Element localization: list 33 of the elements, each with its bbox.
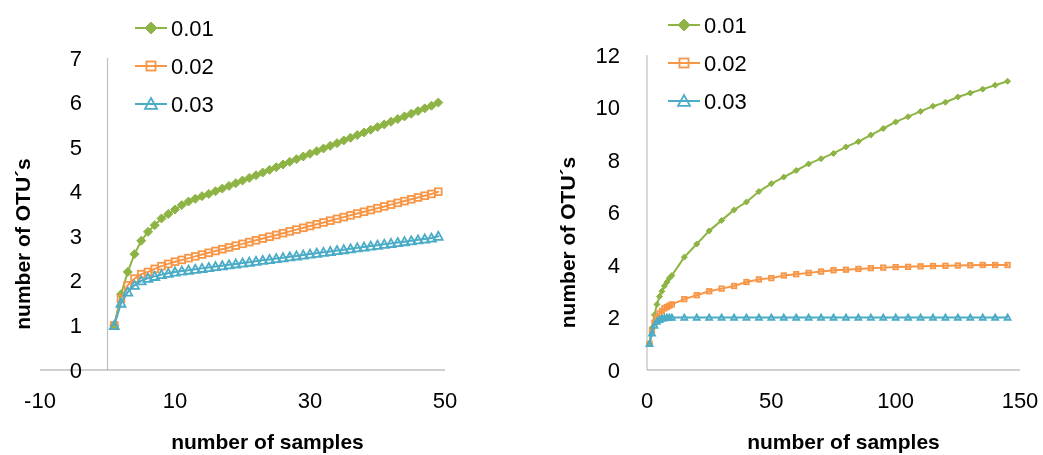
x-tick-label: 100 <box>877 388 915 413</box>
y-tick-label: 4 <box>69 179 82 205</box>
legend-label: 0.01 <box>171 15 214 41</box>
legend-label: 0.01 <box>704 12 747 38</box>
x-tick-label: 150 <box>1001 388 1039 413</box>
y-tick-label: 7 <box>69 45 82 71</box>
y-axis-title: number of OTU´s <box>11 158 34 330</box>
y-tick-label: 12 <box>595 42 620 68</box>
x-tick-label: 50 <box>759 388 784 413</box>
y-tick-label: 6 <box>69 90 82 116</box>
y-tick-label: 3 <box>69 223 82 249</box>
x-tick-label: 0 <box>640 388 654 413</box>
y-tick-label: 8 <box>607 147 620 173</box>
y-tick-label: 0 <box>607 357 620 383</box>
legend-label: 0.02 <box>704 50 747 76</box>
legend-label: 0.03 <box>171 91 214 117</box>
y-tick-label: 0 <box>69 357 82 383</box>
x-axis-title: number of samples <box>171 430 364 453</box>
y-tick-label: 2 <box>69 268 82 294</box>
y-tick-label: 6 <box>607 200 620 225</box>
y-axis-title: number of OTU´s <box>556 156 579 329</box>
y-tick-label: 1 <box>69 312 82 338</box>
x-axis-title: number of samples <box>747 430 940 453</box>
x-tick-label: 30 <box>297 388 323 413</box>
x-tick-label: 10 <box>162 388 188 413</box>
x-tick-label: 50 <box>432 388 458 413</box>
y-tick-label: 10 <box>595 95 620 120</box>
legend-label: 0.03 <box>704 88 747 114</box>
x-tick-label: -10 <box>24 388 56 413</box>
legend-label: 0.02 <box>171 53 214 79</box>
y-tick-label: 4 <box>607 252 620 278</box>
y-tick-label: 5 <box>69 134 82 160</box>
y-tick-label: 2 <box>607 305 620 330</box>
